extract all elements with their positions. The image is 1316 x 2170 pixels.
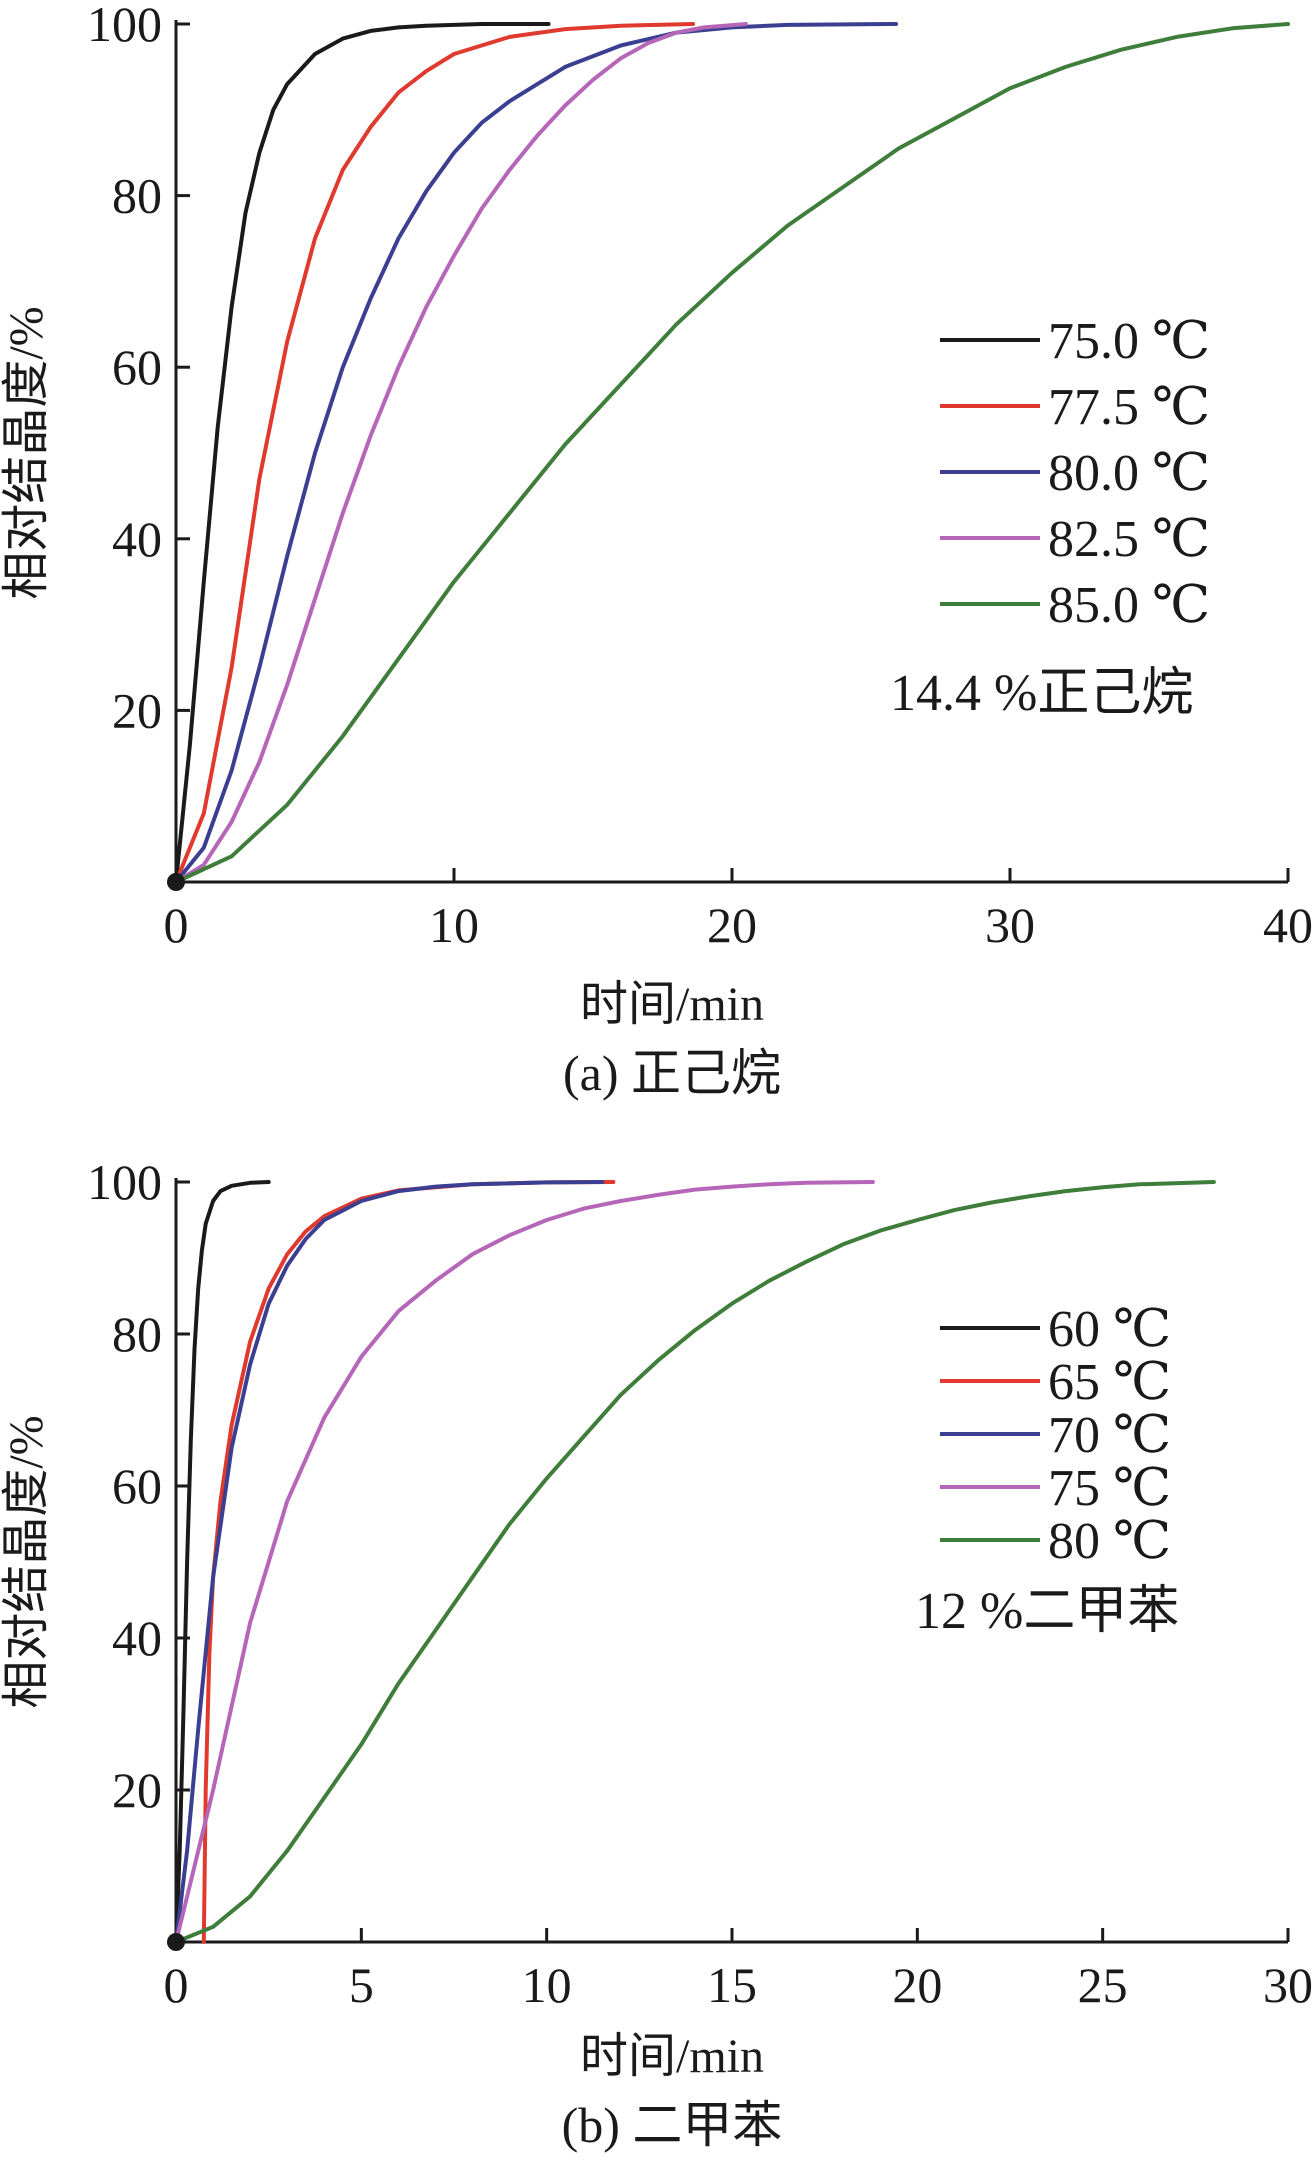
y-axis-title: 相对结晶度/% (0, 1415, 53, 1708)
annotation: 14.4 %正己烷 (890, 665, 1193, 722)
annotation: 12 %二甲苯 (915, 1583, 1179, 1640)
figure-caption: (b) 二甲苯 (562, 2097, 783, 2153)
y-tick-label: 40 (112, 1610, 162, 1666)
series-line-3 (174, 1180, 605, 1944)
legend-label-3: 70 ℃ (1048, 1407, 1171, 1464)
series-line-2 (174, 22, 696, 884)
series-line-3 (174, 22, 898, 884)
x-tick-label: 20 (892, 1957, 942, 2013)
y-tick-label: 40 (112, 511, 162, 567)
legend-label-2: 77.5 ℃ (1048, 379, 1210, 436)
y-tick-label: 100 (87, 1154, 162, 1210)
legend-label-4: 75 ℃ (1048, 1460, 1171, 1517)
series-line-1 (174, 1180, 271, 1944)
legend-label-2: 65 ℃ (1048, 1354, 1171, 1411)
figure-caption: (a) 正己烷 (563, 1045, 781, 1101)
legend-label-5: 80 ℃ (1048, 1513, 1171, 1570)
x-tick-label: 40 (1263, 897, 1313, 953)
y-tick-label: 80 (112, 168, 162, 224)
y-tick-label: 20 (112, 682, 162, 738)
series-line-1 (174, 22, 551, 884)
x-tick-label: 5 (349, 1957, 374, 2013)
y-tick-label: 20 (112, 1762, 162, 1818)
x-tick-label: 25 (1078, 1957, 1128, 2013)
y-tick-label: 100 (87, 0, 162, 52)
series-line-5 (174, 1180, 1216, 1944)
series-line-4 (174, 22, 748, 884)
origin-dot (167, 873, 185, 891)
y-axis-title: 相对结晶度/% (0, 306, 53, 599)
x-tick-label: 30 (1263, 1957, 1313, 2013)
legend-label-1: 60 ℃ (1048, 1301, 1171, 1358)
x-axis-title: 时间/min (580, 2030, 764, 2083)
origin-dot (167, 1933, 185, 1951)
x-tick-label: 15 (707, 1957, 757, 2013)
legend-label-1: 75.0 ℃ (1048, 313, 1210, 370)
y-tick-label: 80 (112, 1306, 162, 1362)
x-tick-label: 20 (707, 897, 757, 953)
legend-label-4: 82.5 ℃ (1048, 511, 1210, 568)
x-tick-label: 0 (164, 897, 189, 953)
y-tick-label: 60 (112, 339, 162, 395)
series-line-2 (201, 1180, 616, 1944)
x-tick-label: 10 (522, 1957, 572, 2013)
series-line-4 (174, 1180, 875, 1944)
x-tick-label: 10 (429, 897, 479, 953)
x-axis-title: 时间/min (580, 978, 764, 1031)
chart-panel-2: 0 5 10 15 20 25 30 20 40 60 80 100 60 ℃65 ℃70 ℃75 ℃8… (0, 1154, 1313, 2153)
legend-label-3: 80.0 ℃ (1048, 445, 1210, 502)
chart-panel-1: 0 10 20 30 40 20 40 60 80 100 75.0 ℃ 77.5 ℃ 80.0 ℃ 82… (0, 0, 1313, 1101)
x-tick-label: 0 (164, 1957, 189, 2013)
y-tick-label: 60 (112, 1458, 162, 1514)
series-line-5 (174, 22, 1290, 884)
x-tick-label: 30 (985, 897, 1035, 953)
legend-label-5: 85.0 ℃ (1048, 577, 1210, 634)
